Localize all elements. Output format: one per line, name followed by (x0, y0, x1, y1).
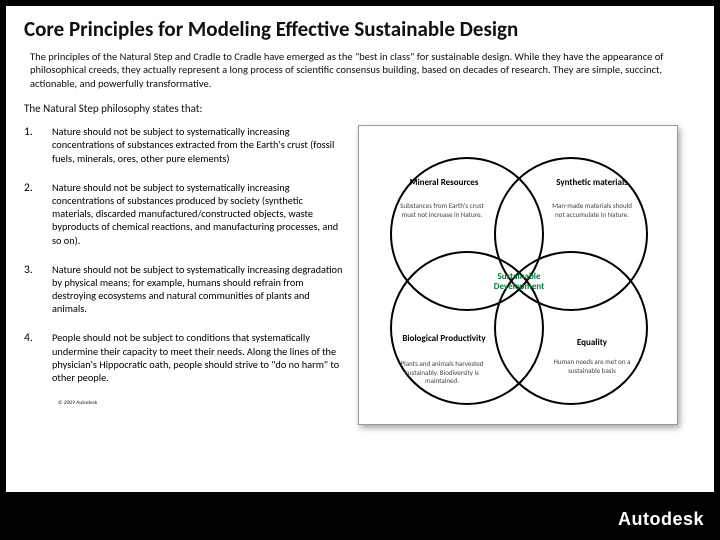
slide-title: Core Principles for Modeling Effective S… (24, 16, 696, 42)
venn-center-label: Sustainable Development (479, 272, 559, 292)
venn-sub-synthetic: Man-made materials should not accumulate… (549, 202, 635, 219)
venn-label-synthetic: Synthetic materials (547, 178, 637, 188)
body-columns: 1. Nature should not be subject to syste… (24, 125, 696, 425)
list-number: 4. (24, 331, 38, 384)
list-item: 3. Nature should not be subject to syste… (24, 263, 344, 316)
venn-label-mineral: Mineral Resources (399, 178, 489, 188)
venn-label-equality: Equality (547, 338, 637, 348)
venn-sub-biological: Plants and animals harvested sustainably… (399, 360, 485, 385)
list-number: 2. (24, 181, 38, 247)
list-number: 3. (24, 263, 38, 316)
list-item: 1. Nature should not be subject to syste… (24, 125, 344, 165)
venn-diagram: Mineral Resources Substances from Earth'… (358, 125, 678, 425)
venn-label-biological: Biological Productivity (399, 334, 489, 344)
list-item: 4. People should not be subject to condi… (24, 331, 344, 384)
autodesk-logo: Autodesk (618, 509, 704, 530)
subheading: The Natural Step philosophy states that: (24, 102, 696, 115)
list-text: People should not be subject to conditio… (52, 331, 344, 384)
venn-sub-mineral: Substances from Earth's crust must not i… (399, 202, 485, 219)
list-number: 1. (24, 125, 38, 165)
list-item: 2. Nature should not be subject to syste… (24, 181, 344, 247)
venn-sub-equality: Human needs are met on a sustainable bas… (549, 358, 635, 375)
list-text: Nature should not be subject to systemat… (52, 263, 344, 316)
list-text: Nature should not be subject to systemat… (52, 181, 344, 247)
diagram-column: Mineral Resources Substances from Earth'… (358, 125, 696, 425)
content-area: Core Principles for Modeling Effective S… (6, 6, 714, 492)
list-text: Nature should not be subject to systemat… (52, 125, 344, 165)
intro-paragraph: The principles of the Natural Step and C… (30, 50, 690, 90)
slide: Core Principles for Modeling Effective S… (0, 0, 720, 540)
copyright: © 2009 Autodesk (58, 400, 344, 406)
principles-list: 1. Nature should not be subject to syste… (24, 125, 344, 425)
